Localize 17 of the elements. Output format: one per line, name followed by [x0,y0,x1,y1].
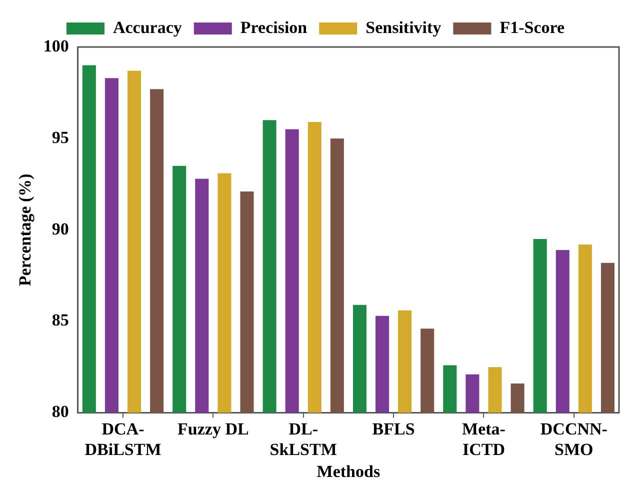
y-axis-title: Percentage (%) [16,174,35,286]
x-tick-label: DCA-DBiLSTM [84,419,162,459]
x-tick-label: BFLS [372,419,415,438]
y-tick-label: 95 [52,128,69,147]
y-tick-label: 90 [52,219,69,238]
y-tick-label: 80 [52,402,69,422]
x-tick-label: Fuzzy DL [178,419,249,438]
legend-label: Accuracy [112,18,182,37]
legend-label: Sensitivity [366,18,442,37]
y-tick-label: 85 [52,310,69,330]
y-tick-label: 100 [43,36,69,56]
legend-label: F1-Score [500,18,565,37]
legend-label: Precision [240,18,308,37]
x-axis-title: Methods [316,462,380,482]
x-tick-label: DCCNN-SMO [540,419,608,459]
x-tick-label: Meta-ICTD [462,419,506,459]
x-tick-label: DL-SkLSTM [270,419,337,459]
